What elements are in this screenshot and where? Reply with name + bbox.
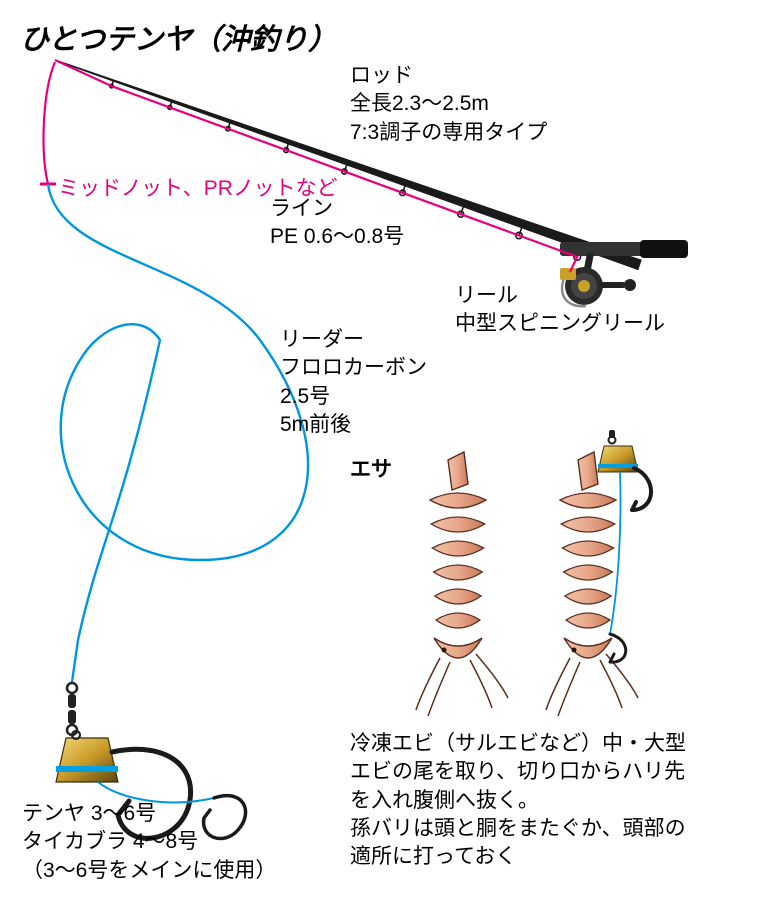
page-title: ひとつテンヤ（沖釣り） bbox=[20, 16, 337, 58]
bait-shrimp-rigged bbox=[546, 430, 651, 716]
label-tenya: テンヤ 3～6号 タイカブラ 4～8号 （3～6号をメインに使用） bbox=[22, 800, 276, 885]
label-rod: ロッド 全長2.3～2.5m 7:3調子の専用タイプ bbox=[350, 62, 547, 147]
label-note: 冷凍エビ（サルエビなど）中・大型 エビの尾を取り、切り口からハリ先 を入れ腹側へ… bbox=[350, 730, 686, 872]
label-line: ライン PE 0.6～0.8号 bbox=[270, 195, 404, 252]
leader-line bbox=[48, 184, 308, 640]
label-leader: リーダー フロロカーボン 2.5号 5m前後 bbox=[280, 326, 427, 439]
bait-shrimp-plain bbox=[416, 452, 508, 716]
label-bait: エサ bbox=[350, 456, 392, 484]
swivel bbox=[67, 683, 77, 735]
leader-tail bbox=[72, 640, 78, 682]
label-reel: リール 中型スピニングリール bbox=[455, 282, 665, 339]
pe-line bbox=[44, 62, 55, 184]
tenya-sinker bbox=[56, 731, 118, 782]
